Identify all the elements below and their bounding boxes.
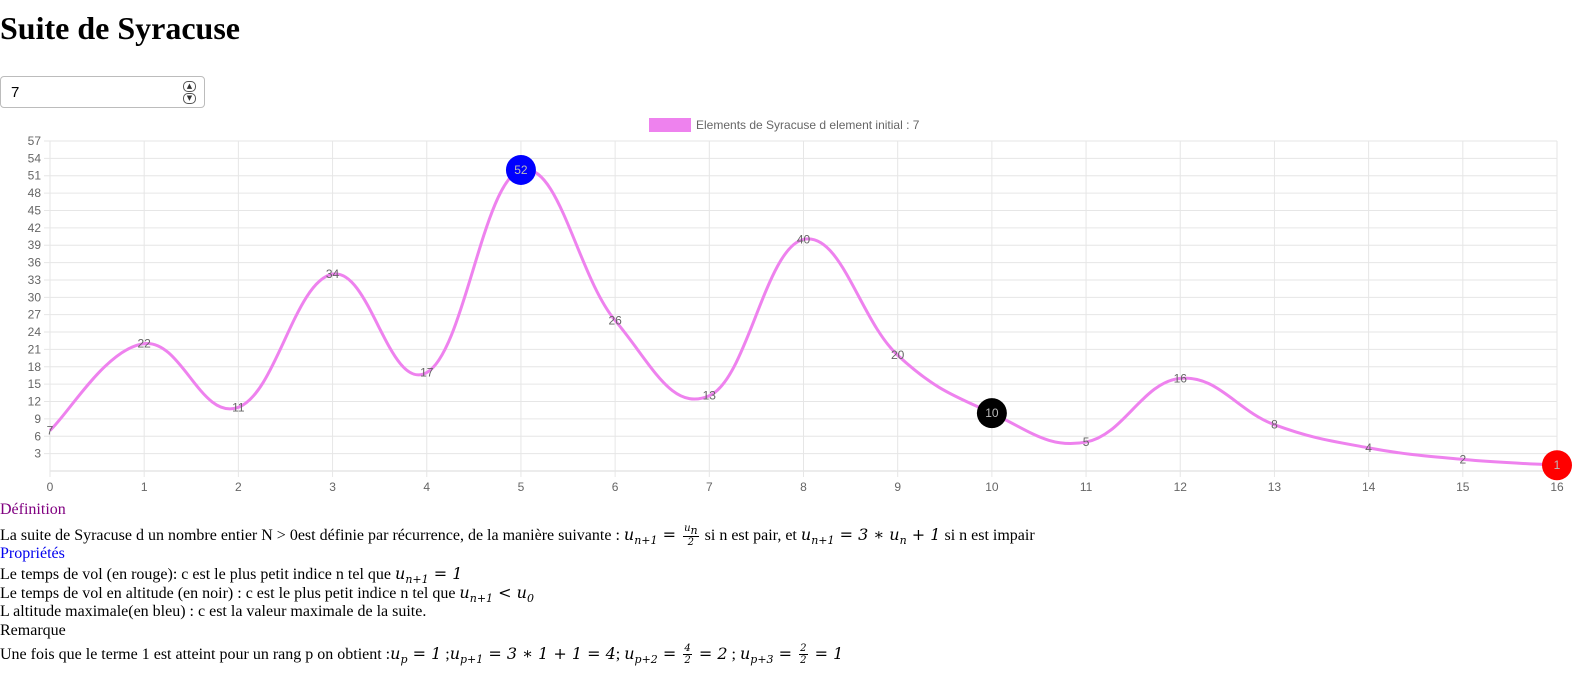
data-label: 2 [1459, 452, 1466, 466]
data-label: 1 [1554, 458, 1561, 472]
syracuse-chart: Elements de Syracuse d element initial :… [28, 118, 1572, 494]
x-tick-label: 13 [1268, 480, 1282, 494]
x-tick-label: 9 [894, 480, 901, 494]
property-flight-time: Le temps de vol (en rouge): c est le plu… [0, 564, 463, 587]
y-tick-label: 27 [28, 308, 42, 322]
y-tick-label: 36 [28, 256, 42, 270]
x-tick-label: 4 [423, 480, 430, 494]
stepper-down-icon[interactable]: ▼ [183, 93, 196, 104]
data-label: 7 [47, 423, 54, 437]
x-tick-label: 0 [47, 480, 54, 494]
highlight-point [1542, 450, 1572, 481]
data-label: 22 [138, 337, 152, 351]
definition-heading: Définition [0, 501, 66, 518]
data-label: 17 [420, 366, 434, 380]
chart-grid [44, 140, 1558, 477]
highlight-point [976, 398, 1007, 429]
y-tick-label: 21 [28, 342, 42, 356]
formula-even: un+1 = un 2 [623, 523, 699, 548]
legend-swatch [649, 118, 691, 132]
data-label: 16 [1174, 371, 1188, 385]
x-tick-label: 7 [706, 480, 713, 494]
x-tick-label: 2 [235, 480, 242, 494]
data-label: 26 [608, 313, 622, 327]
data-label: 40 [797, 232, 811, 246]
property-max-altitude: L altitude maximale(en bleu) : c est la … [0, 603, 427, 620]
data-points [505, 154, 1572, 481]
y-tick-label: 57 [28, 134, 42, 148]
y-tick-label: 33 [28, 273, 42, 287]
x-axis-ticks: 0 1 2 3 4 5 6 7 8 9 10 11 12 13 14 15 16 [47, 480, 1564, 494]
x-tick-label: 5 [518, 480, 525, 494]
data-label: 4 [1365, 441, 1372, 455]
data-label: 10 [985, 406, 999, 420]
data-label: 34 [326, 267, 340, 281]
y-tick-label: 9 [34, 412, 41, 426]
x-tick-label: 1 [141, 480, 148, 494]
start-number-input[interactable] [9, 83, 173, 102]
x-tick-label: 11 [1080, 480, 1093, 494]
x-tick-label: 12 [1174, 480, 1188, 494]
y-tick-label: 42 [28, 221, 42, 235]
y-tick-label: 18 [28, 360, 42, 374]
y-tick-label: 3 [34, 447, 41, 461]
remark-heading: Remarque [0, 622, 66, 639]
data-label: 11 [232, 400, 245, 414]
definition-text: La suite de Syracuse d un nombre entier … [0, 523, 1035, 548]
start-number-field[interactable]: ▲ ▼ [0, 76, 205, 108]
x-tick-label: 3 [329, 480, 336, 494]
y-tick-label: 51 [28, 169, 42, 183]
y-tick-label: 48 [28, 186, 42, 200]
number-stepper[interactable]: ▲ ▼ [183, 81, 196, 104]
formula-odd: un+1 = 3 ∗ un + 1 [800, 525, 941, 548]
data-label: 8 [1271, 418, 1278, 432]
data-label: 5 [1083, 435, 1090, 449]
x-tick-label: 10 [985, 480, 999, 494]
y-tick-label: 12 [28, 395, 42, 409]
y-tick-label: 30 [28, 290, 42, 304]
x-tick-label: 6 [612, 480, 619, 494]
x-tick-label: 14 [1362, 480, 1376, 494]
x-tick-label: 15 [1456, 480, 1470, 494]
x-tick-label: 16 [1550, 480, 1564, 494]
chart-legend[interactable]: Elements de Syracuse d element initial :… [649, 118, 920, 132]
y-tick-label: 6 [34, 429, 41, 443]
y-tick-label: 39 [28, 238, 42, 252]
y-tick-label: 45 [28, 203, 42, 217]
remark-text: Une fois que le terme 1 est atteint pour… [0, 643, 844, 667]
data-labels: 7 22 11 34 17 52 26 13 40 20 10 5 16 8 4 2 1 [47, 163, 1561, 472]
property-altitude-time: Le temps de vol en altitude (en noir) : … [0, 583, 534, 606]
stepper-up-icon[interactable]: ▲ [183, 81, 196, 92]
y-tick-label: 15 [28, 377, 42, 391]
legend-label: Elements de Syracuse d element initial :… [696, 118, 920, 132]
properties-heading: Propriétés [0, 545, 65, 562]
y-tick-label: 54 [28, 151, 42, 165]
y-tick-label: 24 [28, 325, 42, 339]
highlight-point [505, 154, 536, 185]
data-label: 13 [703, 389, 717, 403]
data-label: 20 [891, 348, 905, 362]
x-tick-label: 8 [800, 480, 807, 494]
page-title: Suite de Syracuse [0, 10, 240, 46]
series-line [48, 167, 1558, 467]
data-label: 52 [514, 163, 528, 177]
